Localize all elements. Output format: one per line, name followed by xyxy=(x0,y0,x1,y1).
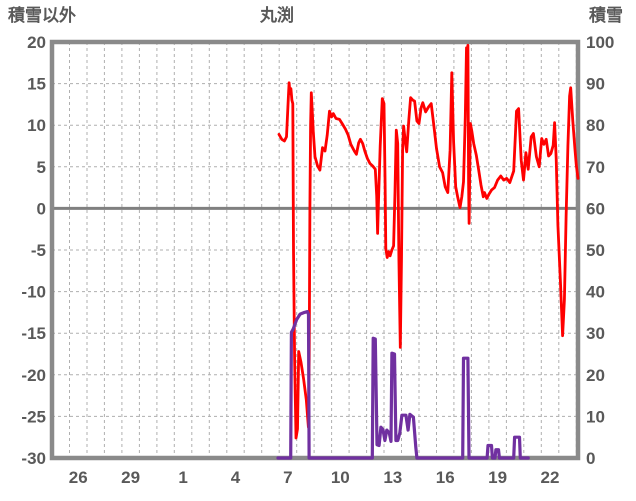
x-tick-label: 4 xyxy=(231,468,241,487)
y-right-tick-label: 80 xyxy=(586,116,605,135)
page-title: 丸渕 xyxy=(260,6,294,25)
x-tick-label: 1 xyxy=(178,468,187,487)
y-left-tick-label: 10 xyxy=(27,116,46,135)
y-left-tick-label: 20 xyxy=(27,33,46,52)
y-left-tick-label: -20 xyxy=(21,366,46,385)
y-left-tick-label: 5 xyxy=(37,158,46,177)
y-left-tick-label: -25 xyxy=(21,407,46,426)
x-tick-label: 7 xyxy=(283,468,292,487)
y-right-tick-label: 0 xyxy=(586,449,595,468)
y-left-tick-label: -15 xyxy=(21,324,46,343)
x-tick-label: 29 xyxy=(121,468,140,487)
y-right-tick-label: 40 xyxy=(586,283,605,302)
sekisetsu-igai-red-line xyxy=(277,43,580,440)
x-tick-label: 10 xyxy=(331,468,350,487)
left-axis-title: 積雪以外 xyxy=(8,6,76,25)
y-right-tick-label: 90 xyxy=(586,75,605,94)
y-right-tick-label: 100 xyxy=(586,33,614,52)
right-axis-title: 積雪 xyxy=(589,6,623,25)
y-right-tick-label: 70 xyxy=(586,158,605,177)
x-tick-label: 19 xyxy=(488,468,507,487)
x-tick-label: 13 xyxy=(383,468,402,487)
y-left-tick-label: 15 xyxy=(27,75,46,94)
y-left-tick-label: -10 xyxy=(21,283,46,302)
y-left-tick-label: -30 xyxy=(21,449,46,468)
sekisetsu-purple-line xyxy=(276,310,530,460)
y-right-tick-label: 20 xyxy=(586,366,605,385)
y-right-tick-label: 10 xyxy=(586,407,605,426)
x-tick-label: 22 xyxy=(541,468,560,487)
x-tick-label: 16 xyxy=(436,468,455,487)
y-left-tick-label: -5 xyxy=(31,241,46,260)
y-right-tick-label: 50 xyxy=(586,241,605,260)
y-right-tick-label: 30 xyxy=(586,324,605,343)
y-left-tick-label: 0 xyxy=(37,199,46,218)
x-tick-label: 26 xyxy=(69,468,88,487)
y-right-tick-label: 60 xyxy=(586,199,605,218)
